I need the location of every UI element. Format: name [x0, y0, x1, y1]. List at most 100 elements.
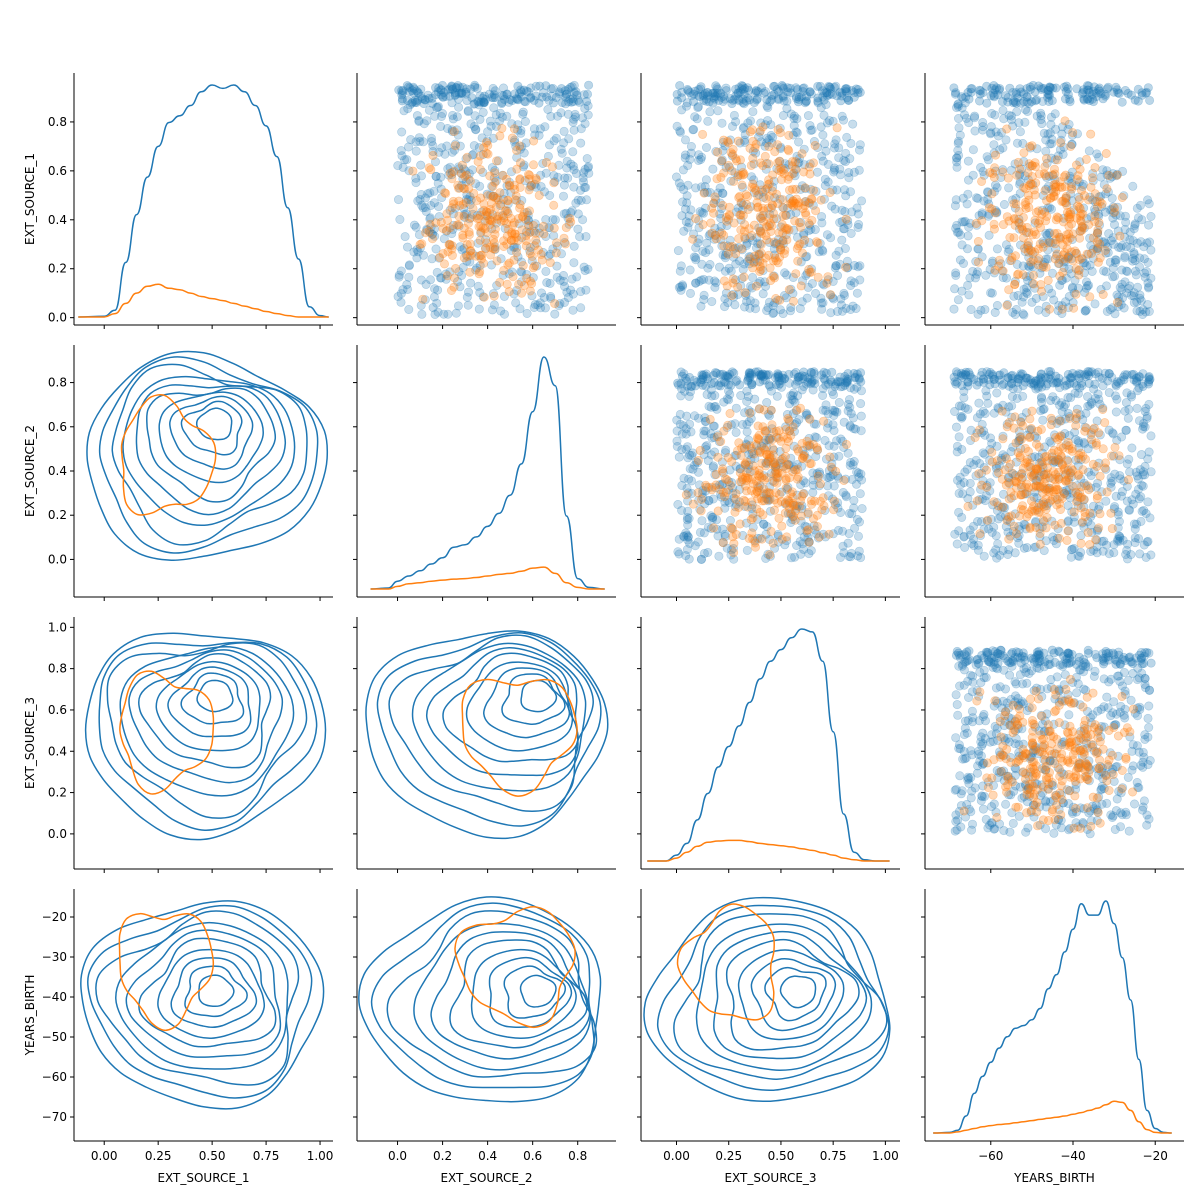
- scatter-point: [1144, 220, 1154, 230]
- scatter-point: [549, 200, 559, 210]
- scatter-point: [804, 198, 814, 208]
- scatter-point: [1143, 83, 1153, 93]
- scatter-point: [964, 290, 974, 300]
- scatter-point: [519, 148, 529, 158]
- scatter-point: [1026, 257, 1036, 267]
- scatter-point: [1064, 251, 1074, 261]
- scatter-point: [1083, 81, 1093, 91]
- scatter-point: [805, 414, 815, 424]
- scatter-point: [798, 83, 808, 93]
- scatter-point: [1037, 209, 1047, 219]
- y-tick-label: 0.0: [48, 827, 67, 841]
- scatter-point: [423, 90, 433, 100]
- scatter-point: [556, 144, 566, 154]
- scatter-point: [1018, 270, 1028, 280]
- scatter-point: [1020, 197, 1030, 207]
- scatter-point: [437, 193, 447, 203]
- scatter-point: [482, 228, 492, 238]
- scatter-point: [1067, 444, 1077, 454]
- scatter-point: [996, 173, 1006, 183]
- scatter-point: [524, 206, 534, 216]
- scatter-point: [957, 92, 967, 102]
- scatter-point: [579, 262, 589, 272]
- scatter-point: [805, 87, 815, 97]
- scatter-point: [779, 96, 789, 106]
- scatter-point: [409, 220, 419, 230]
- scatter-point: [1072, 84, 1082, 94]
- scatter-point: [1038, 292, 1048, 302]
- scatter-point: [539, 292, 549, 302]
- scatter-point: [820, 181, 830, 191]
- scatter-point: [806, 194, 816, 204]
- scatter-point: [698, 91, 708, 101]
- scatter-point: [565, 214, 575, 224]
- scatter-point: [695, 527, 705, 537]
- scatter-point: [760, 120, 770, 130]
- scatter-point: [548, 215, 558, 225]
- scatter-point: [1100, 89, 1110, 99]
- scatter-point: [827, 367, 837, 377]
- scatter-point: [972, 269, 982, 279]
- scatter-point: [982, 81, 992, 91]
- scatter-point: [838, 224, 848, 234]
- scatter-point: [1029, 279, 1039, 289]
- scatter-point: [1031, 162, 1041, 172]
- scatter-point: [686, 148, 696, 158]
- scatter-point: [1051, 124, 1061, 134]
- scatter-point: [1063, 526, 1073, 536]
- scatter-point: [1101, 496, 1111, 506]
- scatter-point: [1079, 95, 1089, 105]
- scatter-point: [786, 109, 796, 119]
- scatter-point: [464, 184, 474, 194]
- scatter-point: [1085, 292, 1095, 302]
- scatter-point: [831, 135, 841, 145]
- scatter-point: [1025, 161, 1035, 171]
- scatter-point: [442, 141, 452, 151]
- scatter-point: [1110, 257, 1120, 267]
- scatter-point: [977, 210, 987, 220]
- scatter-point: [500, 206, 510, 216]
- scatter-point: [761, 164, 771, 174]
- scatter-point: [505, 95, 515, 105]
- scatter-point: [472, 196, 482, 206]
- scatter-point: [1012, 259, 1022, 269]
- scatter-point: [721, 212, 731, 222]
- scatter-point: [464, 174, 474, 184]
- scatter-point: [483, 149, 493, 159]
- scatter-point: [813, 93, 823, 103]
- scatter-point: [442, 124, 452, 134]
- y-tick-label: 0.4: [48, 464, 67, 478]
- scatter-point: [548, 84, 558, 94]
- scatter-point: [798, 489, 808, 499]
- scatter-point: [782, 536, 792, 546]
- scatter-point: [843, 406, 853, 416]
- scatter-point: [993, 131, 1003, 141]
- scatter-point: [810, 225, 820, 235]
- scatter-point: [1121, 242, 1131, 252]
- scatter-point: [684, 218, 694, 228]
- scatter-point: [769, 273, 779, 283]
- scatter-point: [852, 514, 862, 524]
- scatter-point: [764, 175, 774, 185]
- scatter-point: [479, 97, 489, 107]
- scatter-point: [1062, 81, 1072, 91]
- scatter-point: [1111, 391, 1121, 401]
- scatter-point: [498, 211, 508, 221]
- scatter-point: [1068, 368, 1078, 378]
- scatter-point: [713, 452, 723, 462]
- scatter-point: [1045, 82, 1055, 92]
- scatter-point: [768, 132, 778, 142]
- scatter-point: [965, 273, 975, 283]
- scatter-point: [989, 799, 999, 809]
- scatter-point: [475, 267, 485, 277]
- scatter-point: [694, 150, 704, 160]
- scatter-point: [856, 386, 866, 396]
- scatter-point: [1123, 88, 1133, 98]
- scatter-point: [993, 90, 1003, 100]
- scatter-point: [977, 176, 987, 186]
- scatter-point: [952, 539, 962, 549]
- scatter-point: [756, 265, 766, 275]
- scatter-point: [786, 284, 796, 294]
- scatter-point: [1105, 205, 1115, 215]
- scatter-point: [695, 445, 705, 455]
